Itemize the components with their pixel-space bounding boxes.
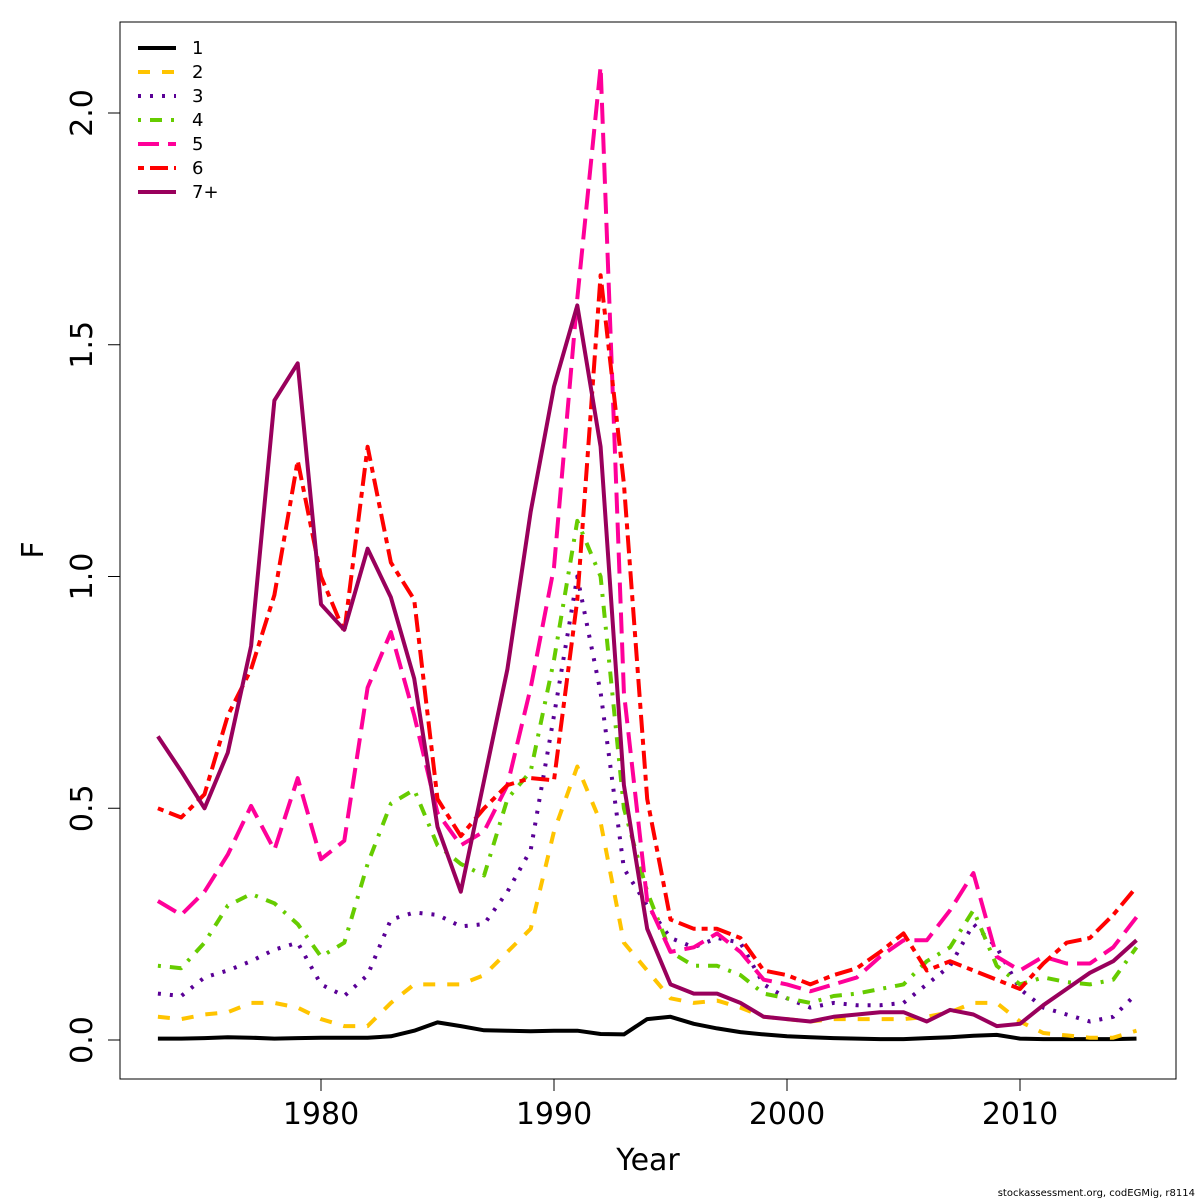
legend-label: 1	[192, 38, 203, 59]
x-tick-label: 2010	[982, 1097, 1058, 1132]
footnote: stockassessment.org, codEGMig, r8114	[998, 1188, 1195, 1199]
x-tick-label: 1990	[516, 1097, 592, 1132]
legend-label: 7+	[192, 182, 219, 203]
y-tick-label: 0.5	[65, 784, 100, 832]
series-line-7plus	[156, 303, 1138, 1029]
legend: 1 2 3 4 5 6 7+	[138, 38, 219, 203]
y-tick-label: 1.0	[65, 553, 100, 601]
legend-label: 3	[192, 86, 203, 107]
x-axis-label: Year	[615, 1143, 680, 1178]
y-tick-label: 2.0	[65, 89, 100, 137]
y-tick-label: 0.0	[65, 1016, 100, 1064]
y-axis: 0.0 0.5 1.0 1.5 2.0	[65, 89, 121, 1064]
x-axis: 1980 1990 2000 2010	[283, 1078, 1058, 1132]
series-line-1	[157, 1014, 1137, 1042]
legend-label: 5	[192, 134, 203, 155]
x-tick-label: 2000	[749, 1097, 825, 1132]
series-line-5	[156, 64, 1139, 994]
legend-label: 6	[192, 158, 203, 179]
series-lines	[156, 64, 1139, 1042]
plot-frame	[119, 21, 1177, 1080]
y-tick-label: 1.5	[65, 321, 100, 369]
y-axis-label: F	[16, 541, 51, 558]
legend-label: 2	[192, 62, 203, 83]
legend-label: 4	[192, 110, 203, 131]
series-line-2	[157, 764, 1138, 1040]
series-line-6	[157, 273, 1139, 991]
x-tick-label: 1980	[283, 1097, 359, 1132]
